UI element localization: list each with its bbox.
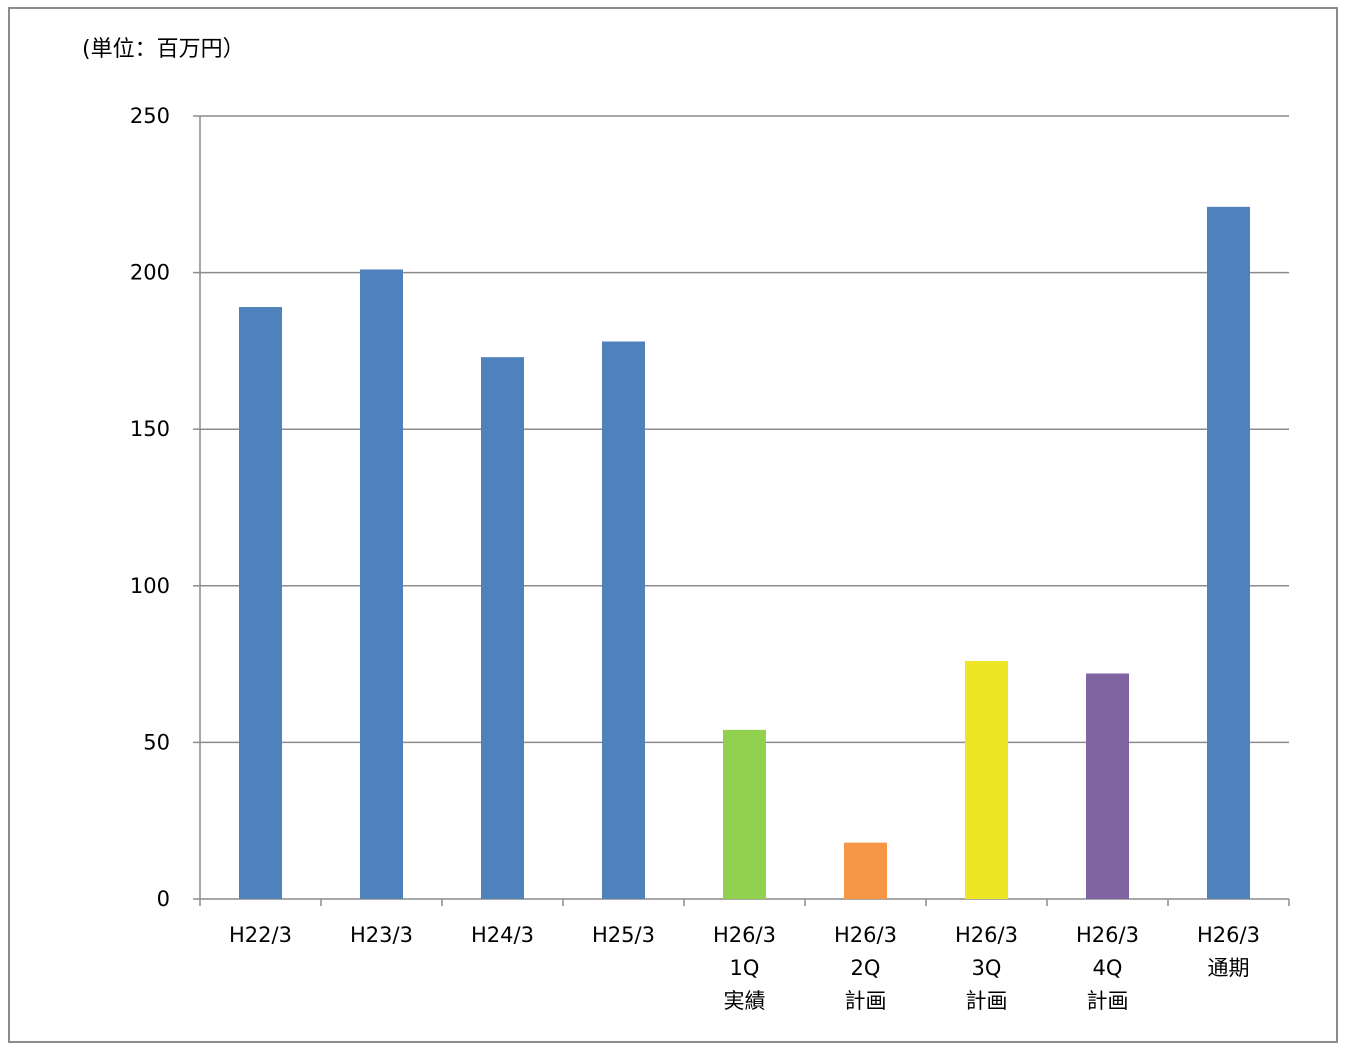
y-tick-label: 250: [130, 104, 170, 128]
x-tick-label-line: 1Q: [730, 956, 760, 980]
x-tick-label: H26/3 2Q 計画: [834, 923, 897, 1013]
y-tick-label: 200: [130, 261, 170, 285]
x-tick-label-line: 計画: [966, 989, 1008, 1013]
x-tick-label: H24/3: [471, 923, 534, 947]
x-tick-label-line: H26/3: [1076, 923, 1139, 947]
y-tick-label: 50: [143, 730, 170, 754]
x-tick-label-line: 4Q: [1093, 956, 1123, 980]
x-tick-label-line: H24/3: [471, 923, 534, 947]
x-tick-label-line: H22/3: [229, 923, 292, 947]
x-tick-label-line: 2Q: [851, 956, 881, 980]
bar: [723, 729, 766, 899]
x-tick-label-line: H26/3: [713, 923, 776, 947]
x-tick-label-line: 3Q: [972, 956, 1002, 980]
x-tick-label: H26/3 通期: [1197, 923, 1260, 980]
bar: [965, 660, 1008, 899]
y-tick-label: 0: [157, 887, 170, 911]
x-tick-label: H26/3 1Q 実績: [713, 923, 776, 1013]
x-tick-label: H22/3: [229, 923, 292, 947]
x-tick-label-line: H26/3: [834, 923, 897, 947]
x-tick-label-line: H26/3: [1197, 923, 1260, 947]
x-tick-label-line: 通期: [1208, 956, 1250, 980]
bar: [602, 341, 645, 899]
x-tick-label-line: H25/3: [592, 923, 655, 947]
x-tick-label: H26/3 4Q 計画: [1076, 923, 1139, 1013]
unit-label: (単位：百万円）: [82, 37, 245, 62]
y-tick-label: 100: [130, 574, 170, 598]
x-tick-label-line: 実績: [724, 989, 766, 1013]
bar: [1086, 673, 1129, 899]
x-tick-label-line: 計画: [1087, 989, 1129, 1013]
bar: [239, 307, 282, 899]
x-tick-label: H25/3: [592, 923, 655, 947]
bar: [360, 269, 403, 899]
bar: [481, 357, 524, 899]
x-tick-label-line: 計画: [845, 989, 887, 1013]
bar: [844, 842, 887, 899]
x-tick-label-line: H23/3: [350, 923, 413, 947]
x-tick-label-line: H26/3: [955, 923, 1018, 947]
y-tick-label: 150: [130, 417, 170, 441]
bar: [1207, 206, 1250, 899]
x-tick-label: H26/3 3Q 計画: [955, 923, 1018, 1013]
x-tick-label: H23/3: [350, 923, 413, 947]
